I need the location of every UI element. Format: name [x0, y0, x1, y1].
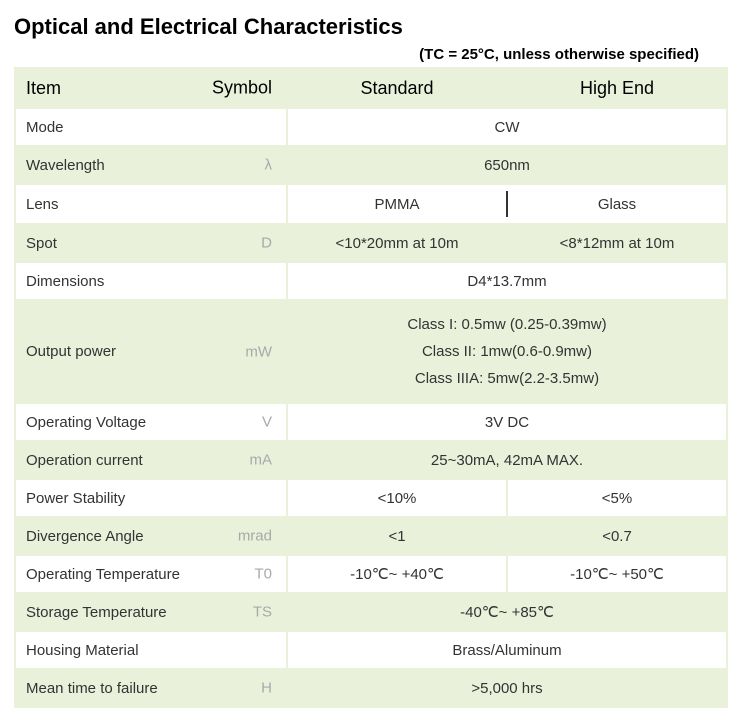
standard-value: PMMA — [288, 188, 506, 221]
item-label: Housing Material — [26, 642, 139, 659]
value-cell: D4*13.7mm — [287, 262, 727, 300]
value-line: Class II: 1mw(0.6-0.9mw) — [298, 338, 716, 365]
value-line: Class IIIA: 5mw(2.2-3.5mw) — [298, 365, 716, 392]
symbol-label: mW — [245, 343, 272, 360]
highend-value: Glass — [508, 188, 726, 221]
value-cell: Brass/Aluminum — [287, 631, 727, 669]
table-row: Operation current mA 25~30mA, 42mA MAX. — [15, 441, 727, 479]
table-row: Output power mW Class I: 0.5mw (0.25-0.39m… — [15, 300, 727, 403]
standard-value: <10*20mm at 10m — [287, 224, 507, 262]
item-label: Divergence Angle — [26, 528, 144, 545]
table-row: Divergence Angle mrad <1<0.7 — [15, 517, 727, 555]
standard-value: <10% — [287, 479, 507, 517]
table-row: Power Stability <10%<5% — [15, 479, 727, 517]
symbol-label: D — [261, 235, 272, 252]
value-cell: >5,000 hrs — [287, 669, 727, 707]
item-cell: Divergence Angle mrad — [15, 517, 287, 555]
condition-note: (TC = 25°C, unless otherwise specified) — [14, 46, 727, 63]
value-cell: 25~30mA, 42mA MAX. — [287, 441, 727, 479]
item-cell: Mode — [15, 108, 287, 146]
item-label: Output power — [26, 343, 116, 360]
standard-value: <1 — [287, 517, 507, 555]
item-cell: Dimensions — [15, 262, 287, 300]
item-label: Dimensions — [26, 273, 104, 290]
table-row: Operating Temperature T0 -10℃~ +40℃-10℃~ +… — [15, 555, 727, 593]
value-cell: CW — [287, 108, 727, 146]
item-cell: Lens — [15, 184, 287, 224]
item-cell: Wavelength λ — [15, 146, 287, 184]
header-item-label: Item — [26, 78, 61, 98]
symbol-label: T0 — [254, 566, 272, 583]
value-cell: 650nm — [287, 146, 727, 184]
value-cell: 3V DC — [287, 403, 727, 441]
item-cell: Output power mW — [15, 300, 287, 403]
item-label: Storage Temperature — [26, 604, 167, 621]
value-cell: -40℃~ +85℃ — [287, 593, 727, 631]
item-label: Spot — [26, 235, 57, 252]
page-title: Optical and Electrical Characteristics — [14, 14, 727, 40]
item-label: Lens — [26, 196, 59, 213]
standard-value: -10℃~ +40℃ — [287, 555, 507, 593]
highend-value: <0.7 — [507, 517, 727, 555]
table-row: Mean time to failure H >5,000 hrs — [15, 669, 727, 707]
item-cell: Spot D — [15, 224, 287, 262]
item-cell: Mean time to failure H — [15, 669, 287, 707]
symbol-label: TS — [253, 604, 272, 621]
characteristics-table: ItemSymbolStandardHigh EndModeCWWaveleng… — [14, 67, 728, 708]
symbol-label: mA — [250, 452, 273, 469]
table-row: Wavelength λ 650nm — [15, 146, 727, 184]
highend-value: <8*12mm at 10m — [507, 224, 727, 262]
header-item-symbol: Item Symbol — [15, 68, 287, 108]
item-label: Operating Voltage — [26, 414, 146, 431]
item-cell: Housing Material — [15, 631, 287, 669]
split-value-cell: PMMAGlass — [287, 184, 727, 224]
item-label: Operating Temperature — [26, 566, 180, 583]
header-standard: Standard — [287, 68, 507, 108]
highend-value: <5% — [507, 479, 727, 517]
table-row: Dimensions D4*13.7mm — [15, 262, 727, 300]
table-row: Lens PMMAGlass — [15, 184, 727, 224]
highend-value: -10℃~ +50℃ — [507, 555, 727, 593]
item-cell: Power Stability — [15, 479, 287, 517]
table-row: Housing Material Brass/Aluminum — [15, 631, 727, 669]
table-row: Spot D <10*20mm at 10m<8*12mm at 10m — [15, 224, 727, 262]
item-cell: Operating Voltage V — [15, 403, 287, 441]
item-label: Wavelength — [26, 157, 105, 174]
item-label: Power Stability — [26, 490, 125, 507]
table-row: Storage Temperature TS -40℃~ +85℃ — [15, 593, 727, 631]
item-label: Mode — [26, 119, 64, 136]
value-cell: Class I: 0.5mw (0.25-0.39mw)Class II: 1m… — [287, 300, 727, 403]
item-cell: Operating Temperature T0 — [15, 555, 287, 593]
item-cell: Storage Temperature TS — [15, 593, 287, 631]
table-row: Operating Voltage V 3V DC — [15, 403, 727, 441]
symbol-label: V — [262, 414, 272, 431]
value-line: Class I: 0.5mw (0.25-0.39mw) — [298, 311, 716, 338]
item-label: Mean time to failure — [26, 680, 158, 697]
item-label: Operation current — [26, 452, 143, 469]
header-symbol-label: Symbol — [212, 78, 272, 99]
item-cell: Operation current mA — [15, 441, 287, 479]
header-highend: High End — [507, 68, 727, 108]
symbol-label: λ — [265, 157, 273, 174]
symbol-label: mrad — [238, 528, 272, 545]
table-row: Mode CW — [15, 108, 727, 146]
symbol-label: H — [261, 680, 272, 697]
